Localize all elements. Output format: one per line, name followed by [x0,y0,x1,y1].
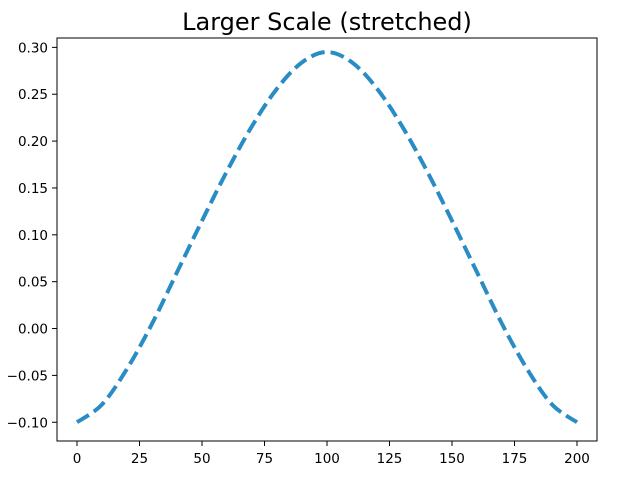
y-tick-label: 0.15 [18,181,48,197]
y-tick-label: 0.00 [18,322,48,338]
series-layer [75,50,579,424]
y-tick-label: 0.20 [18,134,48,150]
x-tick-label: 0 [73,451,82,467]
y-tick-label: 0.25 [18,87,48,103]
x-axis: 0 25 50 75 100 125 150 175 200 [73,441,590,467]
x-tick-label: 200 [564,451,590,467]
x-tick-label: 100 [314,451,340,467]
y-tick-label: 0.05 [18,275,48,291]
x-tick-label: 25 [131,451,148,467]
y-axis: −0.10 −0.05 0.00 0.05 0.10 0.15 0.20 0.25 0.30 [7,40,57,431]
y-tick-label: −0.10 [7,415,48,431]
x-tick-label: 175 [502,451,528,467]
series-line [75,50,579,424]
y-tick-label: 0.30 [18,40,48,56]
x-tick-label: 75 [256,451,273,467]
x-tick-label: 125 [377,451,403,467]
y-tick-label: 0.10 [18,228,48,244]
x-tick-label: 50 [193,451,210,467]
x-tick-label: 150 [439,451,465,467]
chart-title: Larger Scale (stretched) [182,8,472,36]
plot-frame [56,37,598,442]
y-tick-label: −0.05 [7,368,48,384]
